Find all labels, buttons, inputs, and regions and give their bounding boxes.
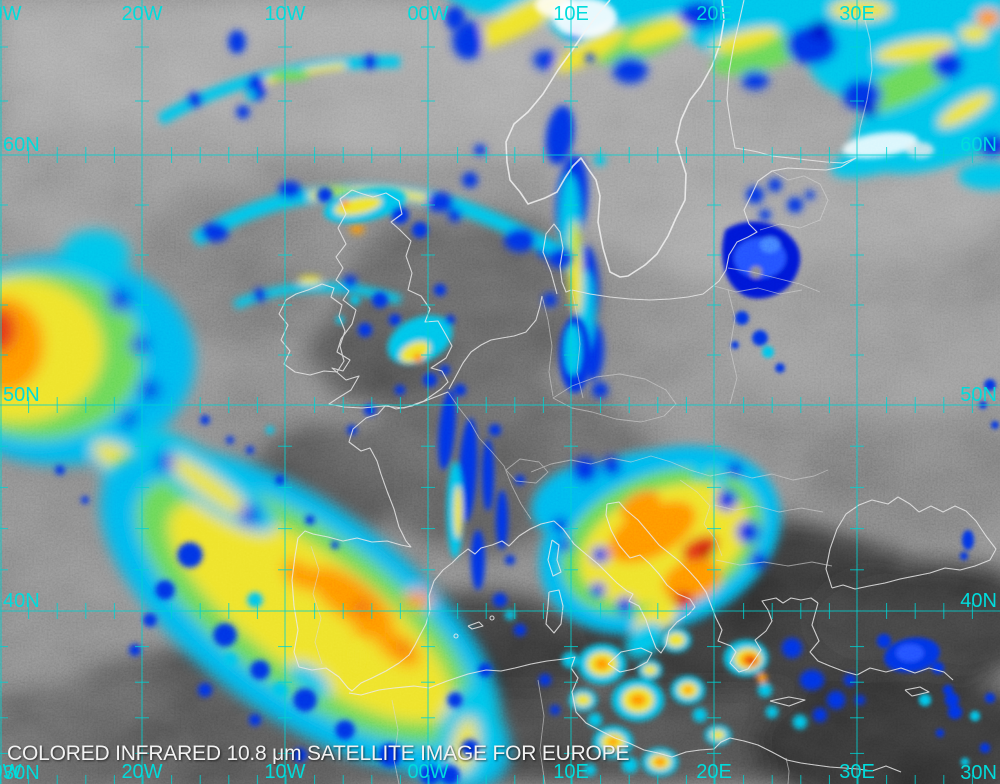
latitude-label-left: 30N [3,762,40,784]
longitude-label-top: 10E [553,3,589,25]
latitude-label-right: 60N [960,134,997,156]
longitude-label-top: 10W [264,3,305,25]
latitude-label-right: 50N [960,384,997,406]
longitude-label-bottom: 20W [121,761,162,783]
longitude-label-top: 30W [0,3,22,25]
longitude-label-bottom: 10W [264,761,305,783]
longitude-label-top: 30E [839,3,875,25]
longitude-label-top: 20W [121,3,162,25]
latitude-label-left: 50N [3,384,40,406]
latitude-label-right: 40N [960,590,997,612]
longitude-label-top: 20E [696,3,732,25]
longitude-label-bottom: 10E [553,761,589,783]
caption-overlay: COLORED INFRARED 10.8 μm SATELLITE IMAGE… [7,693,630,784]
longitude-label-bottom: 30E [839,761,875,783]
longitude-label-top: 00W [407,3,448,25]
latitude-label-left: 60N [3,134,40,156]
caption-title: COLORED INFRARED 10.8 μm SATELLITE IMAGE… [7,742,630,765]
longitude-label-bottom: 20E [696,761,732,783]
longitude-label-bottom: 00W [407,761,448,783]
latitude-label-left: 40N [3,590,40,612]
longitude-label-bottom: 30W [0,761,22,783]
latitude-label-right: 30N [960,762,997,784]
